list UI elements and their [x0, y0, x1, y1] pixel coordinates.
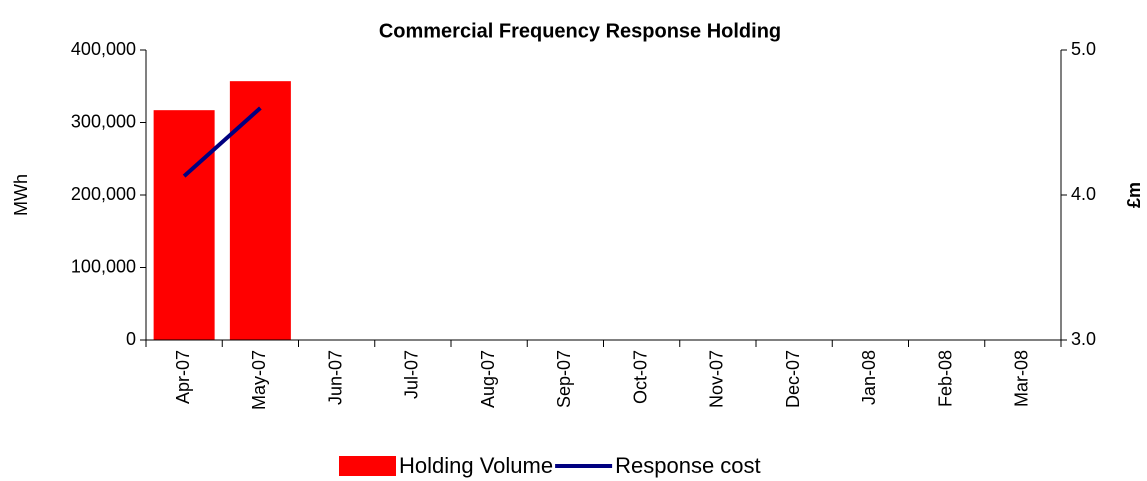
y2-tick-label: 3.0 — [1071, 329, 1096, 349]
y2-axis-label: £m — [1124, 182, 1144, 208]
x-tick-label: Oct-07 — [630, 350, 650, 404]
legend-swatch — [339, 456, 396, 476]
x-tick-label: Mar-08 — [1012, 350, 1032, 407]
x-tick-label: Jan-08 — [859, 350, 879, 405]
chart-title: Commercial Frequency Response Holding — [379, 20, 781, 42]
line — [182, 106, 262, 178]
y-tick-label: 100,000 — [71, 256, 136, 276]
y2-tick-label: 5.0 — [1071, 39, 1096, 59]
y-tick-label: 400,000 — [71, 39, 136, 59]
x-tick-label: Dec-07 — [783, 350, 803, 408]
x-tick-label: Apr-07 — [173, 350, 193, 404]
y2-tick-label: 4.0 — [1071, 184, 1096, 204]
legend-label: Holding Volume — [399, 453, 553, 478]
y-tick-label: 300,000 — [71, 111, 136, 131]
y-tick-label: 200,000 — [71, 184, 136, 204]
x-tick-label: Feb-08 — [935, 350, 955, 407]
bar — [229, 81, 291, 341]
x-tick-label: Jul-07 — [402, 350, 422, 399]
x-tick-label: Jun-07 — [325, 350, 345, 405]
y-axis-label: MWh — [11, 174, 31, 216]
x-tick-label: Sep-07 — [554, 350, 574, 408]
x-tick-label: May-07 — [249, 350, 269, 410]
legend-label: Response cost — [615, 453, 761, 478]
y-tick-label: 0 — [126, 329, 136, 349]
bar — [153, 110, 215, 340]
x-tick-label: Aug-07 — [478, 350, 498, 408]
x-tick-label: Nov-07 — [707, 350, 727, 408]
